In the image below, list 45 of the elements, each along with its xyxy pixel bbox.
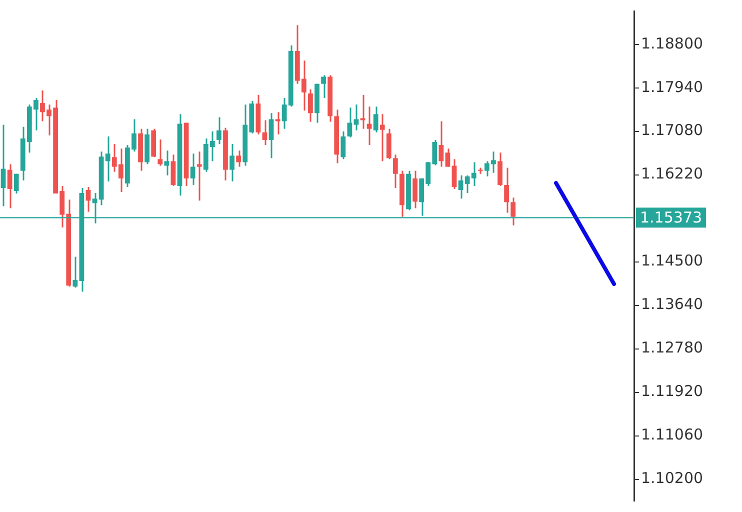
candlestick — [7, 163, 12, 209]
candlestick — [412, 170, 418, 209]
candlestick — [230, 143, 234, 182]
y-tick-label: 1.18800 — [641, 34, 704, 52]
ref-line-label: 1.15373 — [640, 208, 702, 227]
y-tick-label: 1.12780 — [641, 338, 704, 357]
candlestick — [190, 152, 196, 186]
y-tick-label: 1.17080 — [641, 121, 704, 140]
candlestick — [380, 113, 385, 162]
candlestick — [452, 158, 457, 190]
y-tick-label: 1.10200 — [641, 469, 704, 488]
candlestick — [510, 196, 516, 226]
candlestick — [236, 150, 242, 168]
candlestick — [262, 119, 268, 146]
candlestick — [366, 106, 372, 146]
candlestick — [340, 130, 346, 160]
candlestick — [458, 174, 464, 200]
y-tick-label: 1.17940 — [641, 78, 704, 96]
candlestick — [170, 154, 176, 187]
y-tick-label: 1.14500 — [641, 252, 704, 270]
candlestick — [504, 167, 509, 214]
y-tick-label: 1.13640 — [641, 295, 704, 314]
y-tick-label: 1.16220 — [641, 164, 704, 183]
candlestick — [445, 148, 450, 168]
candlestick — [196, 150, 202, 202]
candlestick — [158, 138, 163, 166]
candlestick — [275, 111, 280, 136]
candlestick — [308, 88, 313, 122]
candlestick — [392, 154, 398, 189]
candlestick — [216, 116, 222, 145]
candlestick — [268, 112, 274, 159]
candlestick — [354, 104, 359, 132]
y-tick-label: 1.11920 — [641, 382, 704, 400]
y-tick-label: 1.11060 — [641, 426, 704, 444]
candlestick — [86, 186, 91, 213]
candlestick — [360, 94, 366, 130]
candlestick — [164, 150, 170, 176]
candlestick — [373, 106, 378, 134]
candlestick — [438, 120, 444, 168]
candlestick — [14, 173, 19, 194]
candlestick — [72, 256, 78, 288]
candlestick — [498, 152, 502, 187]
candlestick — [0, 124, 6, 207]
candlestick — [347, 106, 352, 138]
candlestick — [321, 74, 326, 99]
